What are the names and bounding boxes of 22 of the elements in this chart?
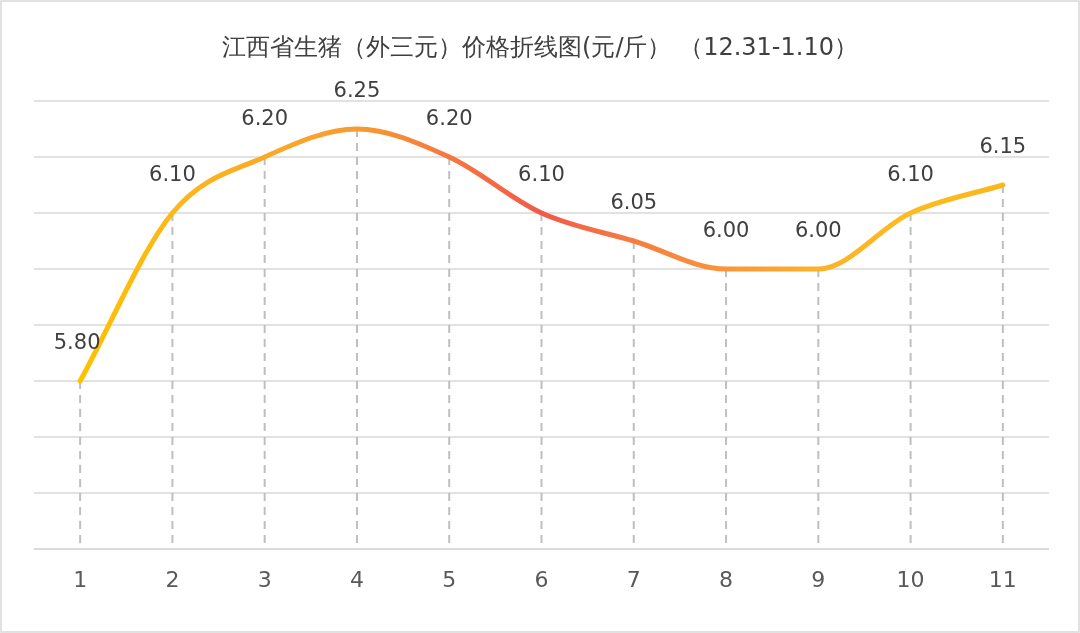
chart-title: 江西省生猪（外三元）价格折线图(元/斤） （12.31-1.10） [222,33,858,61]
data-label: 6.20 [241,106,289,130]
data-label: 6.25 [333,78,381,102]
data-label: 6.15 [979,134,1027,158]
x-tick-label: 9 [811,567,826,592]
data-label: 6.00 [702,218,750,242]
x-tick-label: 5 [442,567,457,592]
x-tick-label: 2 [165,567,180,592]
data-label: 6.00 [794,218,842,242]
x-tick-label: 1 [73,567,88,592]
x-tick-label: 7 [626,567,641,592]
data-label: 6.10 [149,162,196,186]
data-label: 6.10 [887,162,934,186]
data-label: 6.05 [610,190,658,214]
x-tick-label: 4 [349,567,364,592]
data-label: 6.20 [425,106,473,130]
x-tick-label: 10 [896,567,925,592]
x-tick-label: 11 [988,567,1017,592]
x-tick-label: 6 [534,567,549,592]
data-label: 6.10 [518,162,565,186]
x-tick-label: 8 [719,567,734,592]
x-tick-label: 3 [257,567,272,592]
